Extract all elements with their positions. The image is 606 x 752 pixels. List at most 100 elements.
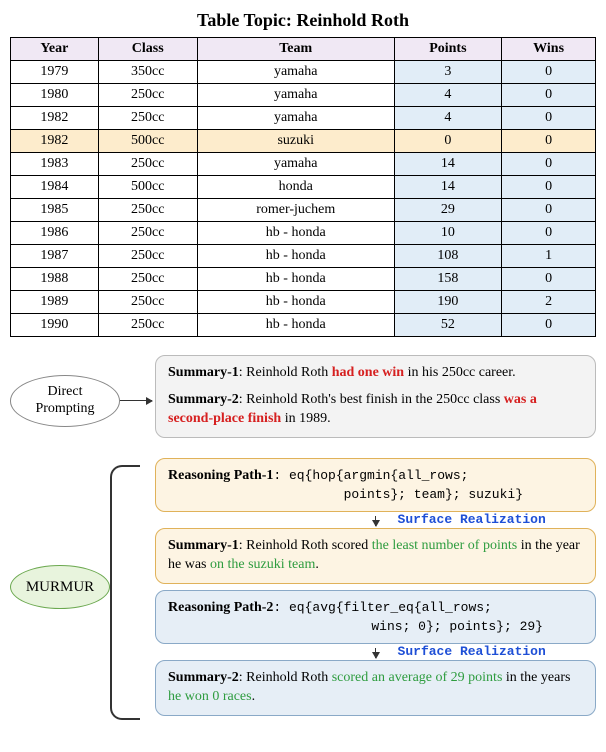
table-cell: 250cc: [98, 199, 197, 222]
flow-diagram: Direct Prompting Summary-1: Reinhold Rot…: [10, 355, 596, 735]
table-cell: 350cc: [98, 61, 197, 84]
table-header-cell: Class: [98, 38, 197, 61]
table-cell: 158: [394, 268, 502, 291]
table-topic: Table Topic: Reinhold Roth: [10, 10, 596, 31]
table-cell: 14: [394, 153, 502, 176]
table-cell: 1990: [11, 314, 99, 337]
direct-s1-b: in his 250cc career.: [404, 365, 516, 380]
table-cell: 3: [394, 61, 502, 84]
table-cell: 0: [502, 268, 596, 291]
m-s1-g2: on the suzuki team: [210, 557, 315, 572]
table-cell: romer-juchem: [197, 199, 394, 222]
table-cell: 0: [502, 84, 596, 107]
table-cell: 0: [502, 222, 596, 245]
table-cell: hb - honda: [197, 268, 394, 291]
table-cell: yamaha: [197, 61, 394, 84]
murmur-label: MURMUR: [26, 579, 94, 595]
table-cell: 1982: [11, 107, 99, 130]
table-cell: 1979: [11, 61, 99, 84]
table-cell: 0: [502, 314, 596, 337]
table-cell: 250cc: [98, 245, 197, 268]
m-s2-g2: he won 0 races: [168, 689, 252, 704]
table-cell: 0: [502, 199, 596, 222]
table-cell: yamaha: [197, 84, 394, 107]
reasoning-path-1-panel: Reasoning Path-1: eq{hop{argmin{all_rows…: [155, 458, 596, 512]
surface-realization-2: Surface Realization: [155, 648, 596, 658]
table-cell: 500cc: [98, 130, 197, 153]
m-s1-c: .: [315, 557, 319, 572]
table-cell: 0: [394, 130, 502, 153]
table-cell: 250cc: [98, 222, 197, 245]
table-row: 1982250ccyamaha40: [11, 107, 596, 130]
direct-label-2: Prompting: [35, 401, 94, 416]
direct-s1-red: had one win: [332, 365, 404, 380]
table-cell: 250cc: [98, 153, 197, 176]
table-row: 1979350ccyamaha30: [11, 61, 596, 84]
table-cell: 0: [502, 153, 596, 176]
rp1-code-a: : eq{hop{argmin{all_rows;: [273, 468, 468, 483]
m-s2-label: Summary-2: [168, 670, 239, 685]
surf-label-1: Surface Realization: [398, 512, 546, 527]
direct-s2-label: Summary-2: [168, 392, 239, 407]
m-s1-g1: the least number of points: [372, 538, 517, 553]
table-cell: 0: [502, 107, 596, 130]
table-header-row: YearClassTeamPointsWins: [11, 38, 596, 61]
table-cell: 250cc: [98, 84, 197, 107]
direct-s1-a: : Reinhold Roth: [239, 365, 332, 380]
table-cell: 0: [502, 130, 596, 153]
m-s1-label: Summary-1: [168, 538, 239, 553]
table-cell: hb - honda: [197, 245, 394, 268]
m-s2-b: in the years: [502, 670, 570, 685]
table-row: 1980250ccyamaha40: [11, 84, 596, 107]
table-cell: 0: [502, 61, 596, 84]
table-header-cell: Wins: [502, 38, 596, 61]
murmur-oval: MURMUR: [10, 565, 110, 609]
table-cell: 1988: [11, 268, 99, 291]
table-row: 1989250cchb - honda1902: [11, 291, 596, 314]
table-row: 1983250ccyamaha140: [11, 153, 596, 176]
table-cell: 4: [394, 107, 502, 130]
table-cell: 1984: [11, 176, 99, 199]
table-cell: 29: [394, 199, 502, 222]
table-header-cell: Year: [11, 38, 99, 61]
table-cell: honda: [197, 176, 394, 199]
table-row: 1986250cchb - honda100: [11, 222, 596, 245]
table-cell: 52: [394, 314, 502, 337]
table-row: 1982500ccsuzuki00: [11, 130, 596, 153]
direct-summaries-panel: Summary-1: Reinhold Roth had one win in …: [155, 355, 596, 438]
rp2-label: Reasoning Path-2: [168, 600, 273, 615]
table-cell: 190: [394, 291, 502, 314]
table-cell: 1989: [11, 291, 99, 314]
table-cell: 1986: [11, 222, 99, 245]
data-table: YearClassTeamPointsWins 1979350ccyamaha3…: [10, 37, 596, 337]
table-body: 1979350ccyamaha301980250ccyamaha40198225…: [11, 61, 596, 337]
table-cell: 1982: [11, 130, 99, 153]
murmur-summary-1-panel: Summary-1: Reinhold Roth scored the leas…: [155, 528, 596, 584]
table-cell: hb - honda: [197, 314, 394, 337]
table-cell: 1980: [11, 84, 99, 107]
table-cell: hb - honda: [197, 291, 394, 314]
table-row: 1987250cchb - honda1081: [11, 245, 596, 268]
direct-summary-1: Summary-1: Reinhold Roth had one win in …: [168, 364, 583, 383]
table-cell: 14: [394, 176, 502, 199]
m-s2-g1: scored an average of 29 points: [332, 670, 503, 685]
table-row: 1984500cchonda140: [11, 176, 596, 199]
direct-s2-a: : Reinhold Roth's best finish in the 250…: [239, 392, 504, 407]
topic-prefix: Table Topic:: [197, 10, 296, 30]
table-cell: 4: [394, 84, 502, 107]
direct-label-1: Direct: [48, 384, 83, 399]
table-cell: 250cc: [98, 107, 197, 130]
table-cell: 1987: [11, 245, 99, 268]
table-cell: 0: [502, 176, 596, 199]
table-header-cell: Points: [394, 38, 502, 61]
direct-prompting-oval: Direct Prompting: [10, 375, 120, 427]
arrow-direct: [120, 400, 152, 401]
table-cell: yamaha: [197, 107, 394, 130]
table-row: 1985250ccromer-juchem290: [11, 199, 596, 222]
reasoning-path-2-panel: Reasoning Path-2: eq{avg{filter_eq{all_r…: [155, 590, 596, 644]
table-cell: 250cc: [98, 291, 197, 314]
table-cell: suzuki: [197, 130, 394, 153]
surface-realization-1: Surface Realization: [155, 516, 596, 526]
rp1-code-b: points}; team}; suzuki}: [168, 486, 583, 504]
table-cell: 500cc: [98, 176, 197, 199]
